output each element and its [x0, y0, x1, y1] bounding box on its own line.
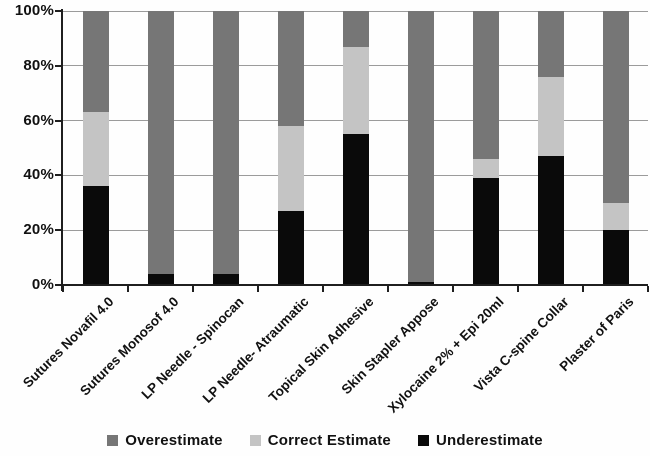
- bar-segment-underestimate-cat9: [602, 230, 629, 285]
- x-tick-4: [322, 286, 324, 292]
- x-tick-3: [257, 286, 259, 292]
- x-tick-6: [452, 286, 454, 292]
- bar-segment-correct-estimate-cat1: [82, 112, 109, 187]
- y-axis-tick-label: 40%: [23, 166, 54, 184]
- bar-segment-underestimate-cat3: [212, 274, 239, 285]
- x-axis-category-label: Sutures Monosof 4.0: [76, 294, 182, 399]
- bar-segment-overestimate-cat1: [82, 11, 109, 113]
- legend-item-correct-estimate: Correct Estimate: [249, 432, 391, 449]
- y-tick-80%: [55, 64, 62, 67]
- bar-segment-overestimate-cat9: [602, 11, 629, 203]
- legend-swatch-correct-estimate-icon: [249, 435, 261, 446]
- legend-label: Underestimate: [435, 432, 543, 449]
- y-axis-tick-label: 0%: [31, 276, 54, 293]
- bar-segment-correct-estimate-cat7: [472, 158, 499, 179]
- bar-segment-correct-estimate-cat8: [537, 76, 564, 157]
- x-tick-5: [387, 286, 389, 292]
- legend-item-underestimate: Underestimate: [417, 432, 543, 449]
- y-tick-20%: [55, 229, 62, 232]
- bar-segment-correct-estimate-cat9: [602, 202, 629, 231]
- y-tick-0%: [55, 284, 62, 286]
- chart-legend: Overestimate Correct Estimate Underestimat…: [0, 432, 650, 449]
- legend-label: Overestimate: [125, 432, 223, 449]
- legend-item-overestimate: Overestimate: [107, 432, 223, 449]
- bar-segment-underestimate-cat8: [537, 156, 564, 285]
- x-tick-1: [127, 286, 129, 292]
- bar-segment-underestimate-cat5: [342, 134, 369, 285]
- y-axis-tick-label: 60%: [23, 111, 54, 129]
- gridline-100: [63, 10, 648, 12]
- x-axis-category-label: Plaster of Paris: [555, 294, 637, 375]
- bar-segment-overestimate-cat6: [407, 11, 434, 283]
- x-tick-8: [582, 286, 584, 292]
- y-axis-tick-label: 80%: [23, 56, 54, 74]
- bar-segment-underestimate-cat4: [277, 211, 304, 285]
- legend-swatch-underestimate-icon: [417, 435, 429, 446]
- bar-segment-overestimate-cat4: [277, 11, 304, 127]
- bar-segment-correct-estimate-cat4: [277, 126, 304, 212]
- x-axis-category-label: Skin Stapler Appose: [338, 294, 442, 398]
- x-axis-category-label: LP Needle - Spinocan: [138, 294, 247, 403]
- x-axis-category-label: LP Needle- Atraumatic: [199, 294, 312, 406]
- y-tick-100%: [55, 10, 62, 12]
- x-tick-9: [647, 286, 649, 292]
- bar-segment-overestimate-cat3: [212, 11, 239, 275]
- x-axis-category-label: Vista C-spine Collar: [470, 294, 572, 395]
- legend-swatch-overestimate-icon: [107, 435, 119, 446]
- y-tick-40%: [55, 174, 62, 177]
- y-tick-60%: [55, 119, 62, 122]
- bar-segment-overestimate-cat7: [472, 11, 499, 159]
- plot-area: [63, 10, 648, 285]
- y-axis-tick-label: 100%: [14, 2, 54, 19]
- x-tick-2: [192, 286, 194, 292]
- bar-segment-overestimate-cat2: [147, 11, 174, 275]
- x-axis-category-label: Topical Skin Adhesive: [265, 294, 377, 405]
- y-axis-line: [61, 9, 63, 291]
- bar-segment-underestimate-cat2: [147, 274, 174, 285]
- bar-segment-correct-estimate-cat5: [342, 46, 369, 135]
- y-axis-tick-label: 20%: [23, 221, 54, 239]
- bar-segment-overestimate-cat5: [342, 11, 369, 47]
- bar-segment-underestimate-cat6: [407, 282, 434, 285]
- bar-segment-underestimate-cat1: [82, 186, 109, 285]
- bar-segment-underestimate-cat7: [472, 178, 499, 285]
- legend-label: Correct Estimate: [267, 432, 391, 449]
- bar-segment-overestimate-cat8: [537, 11, 564, 77]
- x-axis-line: [55, 284, 648, 286]
- x-tick-0: [62, 286, 64, 292]
- x-tick-7: [517, 286, 519, 292]
- x-axis-category-label: Xylocaine 2% + Epi 20ml: [384, 294, 507, 416]
